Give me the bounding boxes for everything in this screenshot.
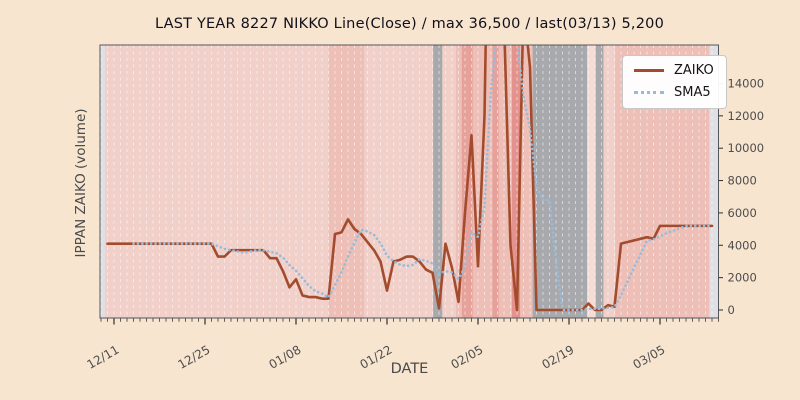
y-tick-label: 12000 bbox=[728, 109, 765, 123]
y-tick-label: 10000 bbox=[728, 141, 765, 155]
chart-title: LAST YEAR 8227 NIKKO Line(Close) / max 3… bbox=[154, 16, 665, 32]
background-band bbox=[595, 45, 604, 318]
series-group bbox=[106, 45, 714, 312]
background-band bbox=[433, 45, 443, 318]
sma5-line bbox=[132, 45, 714, 312]
background-band bbox=[532, 45, 588, 318]
y-axis-label: IPPAN ZAIKO (volume) bbox=[73, 108, 89, 258]
zaiko-line-swatch bbox=[634, 69, 664, 72]
background-band bbox=[520, 45, 533, 318]
background-band bbox=[328, 45, 365, 318]
background-band bbox=[511, 45, 521, 318]
y-tick-label: 0 bbox=[728, 303, 735, 317]
x-axis-label: DATE bbox=[390, 361, 429, 377]
plot-border bbox=[99, 44, 719, 319]
y-tick-label: 2000 bbox=[728, 271, 757, 285]
legend-box: ZAIKO SMA5 bbox=[622, 55, 727, 109]
legend-label-zaiko: ZAIKO bbox=[674, 63, 714, 78]
background-band bbox=[709, 45, 719, 318]
background-band bbox=[498, 45, 512, 318]
legend-item-zaiko: ZAIKO bbox=[634, 64, 714, 77]
sma5-line-swatch bbox=[634, 91, 664, 94]
y-tick-label: 8000 bbox=[728, 174, 757, 188]
legend-label-sma5: SMA5 bbox=[674, 85, 711, 100]
background-band bbox=[100, 45, 105, 318]
y-tick-label: 6000 bbox=[728, 206, 757, 220]
legend-item-sma5: SMA5 bbox=[634, 86, 714, 99]
background-band bbox=[492, 45, 499, 318]
y-tick-label: 14000 bbox=[728, 76, 765, 90]
y-tick-label: 4000 bbox=[728, 238, 757, 252]
background-band bbox=[587, 45, 596, 318]
